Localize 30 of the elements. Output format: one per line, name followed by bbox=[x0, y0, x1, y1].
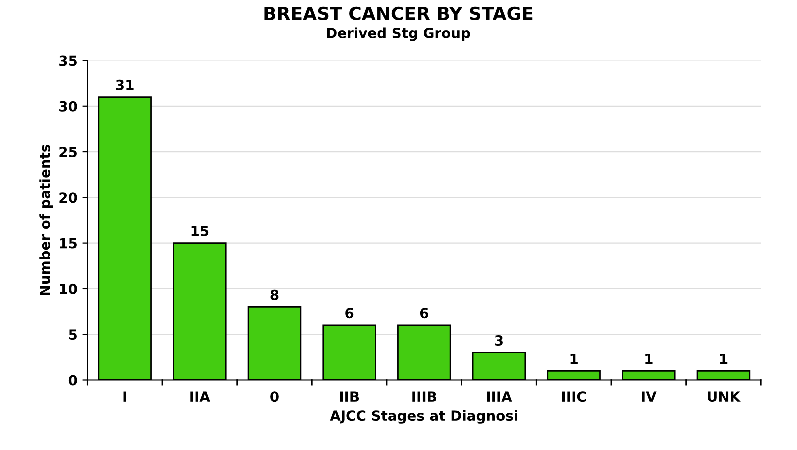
x-tick-label: 0 bbox=[270, 392, 279, 402]
data-label: 1 bbox=[570, 354, 578, 364]
data-label: 6 bbox=[346, 308, 354, 319]
data-label: 1 bbox=[646, 354, 653, 364]
chart-subtitle: Derived Stg Group bbox=[327, 28, 470, 42]
x-tick-label: IV bbox=[642, 392, 657, 402]
y-tick-label: 0 bbox=[68, 375, 78, 386]
x-tick-label: I bbox=[124, 392, 126, 402]
y-tick-label: 30 bbox=[60, 101, 78, 112]
y-tick-label: 10 bbox=[60, 284, 78, 294]
data-label: 15 bbox=[192, 226, 209, 236]
data-label: 6 bbox=[420, 308, 428, 319]
y-tick-label: 15 bbox=[60, 238, 77, 249]
x-tick-label: IIB bbox=[340, 392, 360, 402]
x-tick-label: IIA bbox=[190, 392, 210, 402]
x-tick-label: UNK bbox=[708, 392, 741, 402]
y-tick-label: 5 bbox=[69, 330, 77, 340]
data-label: 1 bbox=[720, 354, 728, 364]
y-tick-label: 25 bbox=[60, 147, 77, 158]
y-tick-label: 20 bbox=[60, 192, 78, 204]
y-tick-label: 35 bbox=[60, 56, 77, 66]
x-tick-label: IIIC bbox=[562, 392, 586, 402]
data-label: 31 bbox=[116, 80, 134, 90]
data-label: 8 bbox=[270, 290, 279, 300]
data-label: 3 bbox=[495, 336, 503, 346]
y-axis-title: Number of patients bbox=[40, 144, 54, 296]
chart-title: BREAST CANCER BY STAGE bbox=[264, 6, 533, 21]
x-tick-label: IIIA bbox=[487, 392, 512, 402]
x-axis-title: AJCC Stages at Diagnosi bbox=[330, 410, 518, 424]
x-tick-label: IIIB bbox=[412, 392, 436, 402]
